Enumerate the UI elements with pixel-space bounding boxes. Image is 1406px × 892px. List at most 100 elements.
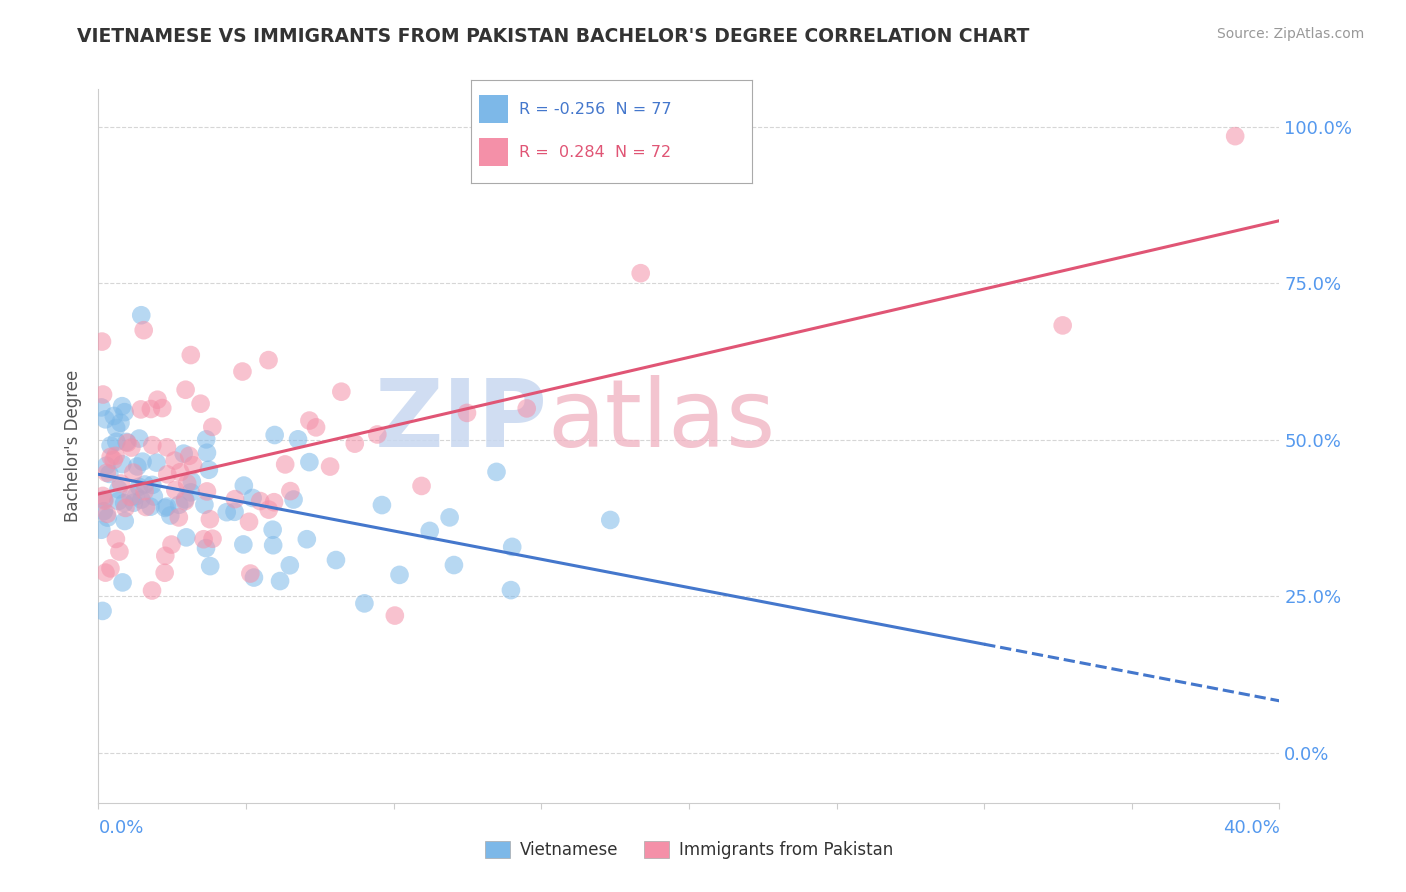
Point: [115, 434, 138, 449]
Point: [111, 457, 134, 471]
Point: [93, 492, 115, 507]
Point: [122, 466, 145, 480]
Point: [150, 401, 173, 415]
Point: [107, 483, 129, 497]
Point: [131, 455, 153, 469]
Point: [242, 491, 264, 505]
Point: [198, 559, 221, 574]
Point: [114, 405, 136, 419]
Point: [117, 435, 139, 450]
Point: [366, 427, 388, 442]
Point: [287, 432, 309, 446]
Point: [179, 449, 201, 463]
Point: [353, 596, 375, 610]
Point: [198, 463, 221, 477]
Point: [155, 549, 177, 563]
Bar: [479, 137, 508, 167]
Point: [141, 583, 163, 598]
Point: [274, 458, 297, 472]
Point: [125, 489, 148, 503]
Point: [94, 412, 117, 426]
Point: [249, 494, 271, 508]
Point: [384, 608, 406, 623]
Point: [180, 485, 202, 500]
Point: [443, 558, 465, 572]
Text: ZIP: ZIP: [374, 375, 547, 467]
Point: [127, 459, 149, 474]
Point: [111, 575, 134, 590]
Text: VIETNAMESE VS IMMIGRANTS FROM PAKISTAN BACHELOR'S DEGREE CORRELATION CHART: VIETNAMESE VS IMMIGRANTS FROM PAKISTAN B…: [77, 27, 1029, 45]
Point: [305, 420, 328, 434]
Point: [122, 496, 145, 510]
Point: [141, 478, 163, 492]
Point: [103, 453, 125, 467]
Point: [238, 515, 260, 529]
Point: [90, 401, 112, 415]
Point: [325, 553, 347, 567]
Point: [100, 561, 122, 575]
Text: R =  0.284  N = 72: R = 0.284 N = 72: [519, 145, 671, 160]
Point: [224, 492, 246, 507]
Point: [257, 502, 280, 516]
Point: [232, 478, 254, 492]
Point: [112, 496, 135, 510]
Point: [146, 392, 169, 407]
Point: [120, 490, 142, 504]
Y-axis label: Bachelor's Degree: Bachelor's Degree: [65, 370, 83, 522]
Point: [169, 465, 191, 479]
Point: [1225, 129, 1247, 144]
Point: [96, 458, 118, 473]
Point: [108, 544, 131, 558]
Point: [173, 447, 195, 461]
Bar: [479, 95, 508, 123]
Point: [156, 440, 179, 454]
Point: [163, 453, 186, 467]
Point: [142, 490, 165, 504]
Point: [280, 484, 302, 499]
Point: [330, 384, 353, 399]
Point: [131, 492, 153, 507]
Point: [278, 558, 301, 573]
Point: [156, 467, 179, 482]
Text: 40.0%: 40.0%: [1223, 820, 1279, 838]
Point: [630, 266, 652, 280]
Point: [174, 492, 197, 507]
Point: [167, 510, 190, 524]
Point: [94, 566, 117, 580]
Point: [91, 334, 114, 349]
Point: [159, 508, 181, 523]
Point: [232, 537, 254, 551]
Point: [132, 323, 155, 337]
Point: [145, 456, 167, 470]
Point: [298, 413, 321, 427]
Point: [198, 512, 221, 526]
Point: [104, 449, 127, 463]
Point: [128, 432, 150, 446]
Point: [439, 510, 461, 524]
Point: [165, 483, 187, 497]
Point: [181, 458, 204, 473]
Point: [174, 383, 197, 397]
Point: [419, 524, 441, 538]
Point: [104, 532, 127, 546]
Point: [599, 513, 621, 527]
Point: [134, 477, 156, 491]
Point: [176, 476, 198, 491]
Point: [319, 459, 342, 474]
Text: 0.0%: 0.0%: [98, 820, 143, 838]
Point: [371, 498, 394, 512]
Point: [201, 532, 224, 546]
Point: [110, 416, 132, 430]
Point: [96, 466, 118, 480]
Point: [193, 533, 215, 547]
Point: [343, 436, 366, 450]
Point: [269, 574, 291, 588]
Point: [295, 533, 318, 547]
Point: [98, 467, 121, 481]
Point: [105, 434, 128, 449]
Point: [298, 455, 321, 469]
Point: [243, 570, 266, 584]
Point: [180, 348, 202, 362]
Point: [283, 492, 305, 507]
Point: [224, 505, 246, 519]
